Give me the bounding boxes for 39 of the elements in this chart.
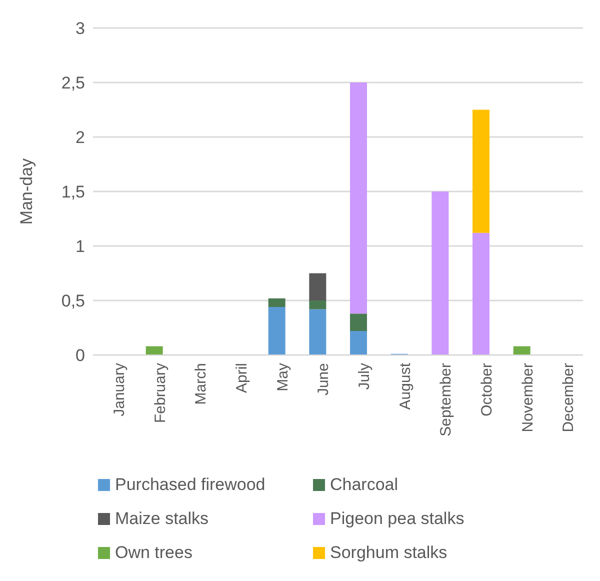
y-tick-label: 2,5: [61, 74, 85, 93]
bar: [472, 110, 490, 233]
legend-label: Charcoal: [330, 475, 398, 495]
bar: [268, 298, 286, 308]
y-tick-label: 0,5: [61, 292, 85, 311]
legend-label: Purchased firewood: [115, 475, 266, 495]
legend-label: Pigeon pea stalks: [330, 509, 464, 529]
legend-label: Own trees: [115, 543, 192, 563]
y-tick-label: 0: [76, 346, 85, 366]
x-tick-label: April: [234, 363, 251, 394]
x-tick-label: March: [192, 363, 210, 405]
x-tick-label: December: [560, 363, 578, 432]
bar: [432, 192, 449, 355]
bar: [350, 331, 367, 355]
x-tick-label: July: [356, 362, 374, 390]
x-tick-label: November: [519, 363, 536, 432]
y-tick-label: 1: [76, 237, 85, 256]
bar: [309, 309, 326, 355]
x-tick-label: January: [111, 362, 128, 416]
bar: [350, 314, 367, 332]
x-tick-label: August: [396, 362, 414, 410]
x-tick-label: February: [152, 362, 169, 424]
bar: [309, 273, 326, 300]
bar: [472, 232, 490, 355]
bar: [146, 346, 163, 355]
x-tick-label: September: [438, 362, 455, 436]
y-axis-title: Man-day: [17, 158, 36, 225]
x-tick-label: May: [274, 362, 292, 392]
bar: [350, 82, 367, 314]
x-tick-label: June: [315, 363, 332, 396]
bar: [513, 346, 530, 355]
y-tick-label: 3: [76, 19, 85, 38]
legend-label: Sorghum stalks: [330, 543, 448, 563]
legend-label: Maize stalks: [115, 509, 209, 529]
y-tick-label: 1,5: [61, 182, 85, 202]
bar: [268, 307, 286, 355]
y-tick-label: 2: [76, 128, 85, 148]
x-tick-label: October: [478, 363, 496, 416]
bar: [309, 300, 326, 310]
